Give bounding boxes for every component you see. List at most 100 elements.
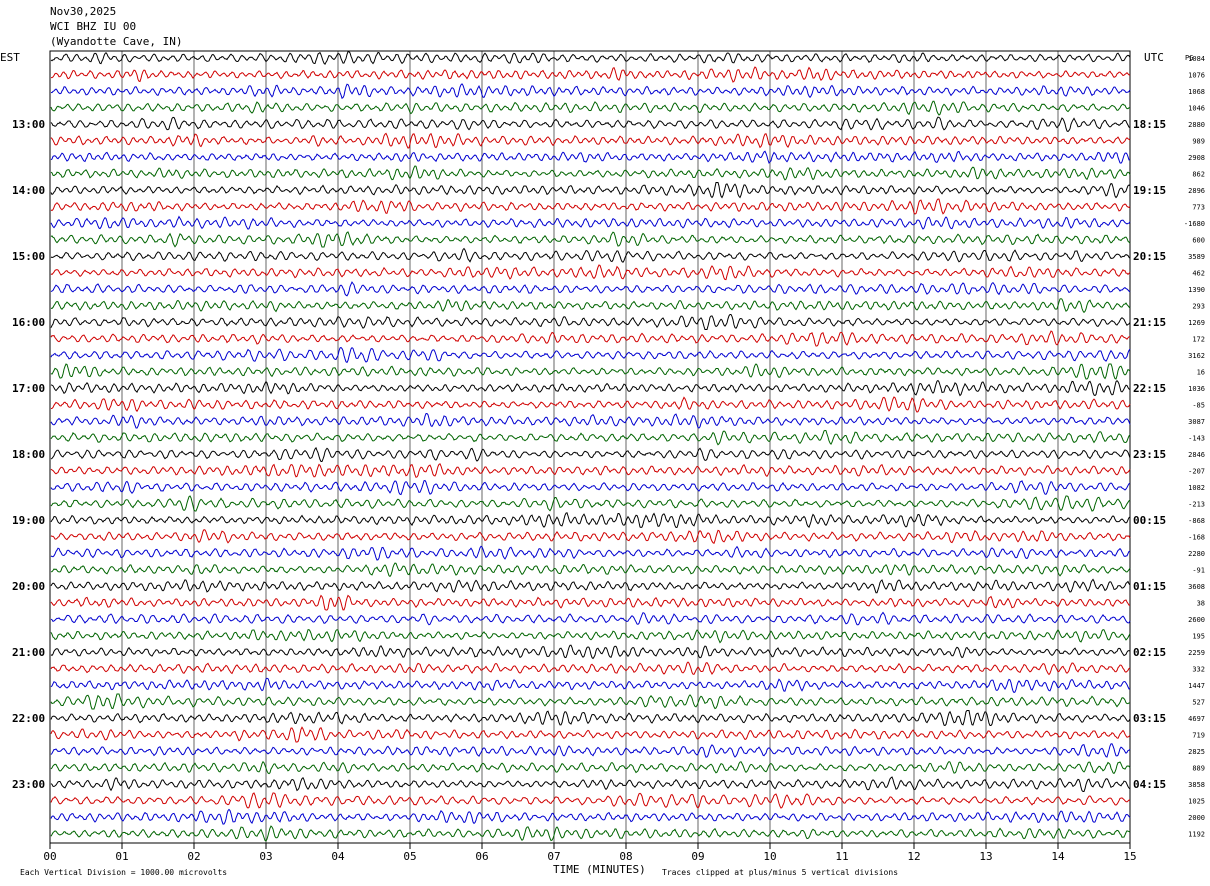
- trace-offset-label: 293: [1192, 303, 1205, 311]
- trace-offset-label: 332: [1192, 666, 1205, 674]
- x-tick-label: 00: [43, 850, 56, 863]
- trace-offset-label: 2000: [1188, 814, 1205, 822]
- seismic-trace: [50, 298, 1131, 314]
- seismic-trace: [50, 100, 1130, 116]
- trace-offset-label: 862: [1192, 171, 1205, 179]
- seismic-trace: [50, 677, 1131, 694]
- trace-offset-label: 1076: [1188, 72, 1205, 80]
- seismic-trace: [50, 150, 1131, 164]
- trace-offset-label: -868: [1188, 517, 1205, 525]
- seismic-trace: [50, 825, 1131, 842]
- trace-offset-label: 1390: [1188, 286, 1205, 294]
- right-hour-label: 21:15: [1133, 316, 1166, 329]
- trace-offset-label: -213: [1188, 501, 1205, 509]
- x-tick-label: 02: [187, 850, 200, 863]
- seismic-trace: [50, 363, 1131, 380]
- right-hour-label: 01:15: [1133, 580, 1166, 593]
- seismic-trace: [50, 198, 1131, 215]
- seismic-trace: [50, 512, 1131, 529]
- trace-offset-label: 2880: [1188, 121, 1205, 129]
- seismic-trace: [50, 412, 1131, 429]
- trace-offset-label: 16: [1197, 369, 1205, 377]
- seismic-trace: [50, 446, 1131, 462]
- trace-offset-label: 1192: [1188, 831, 1205, 839]
- trace-offset-label: 38: [1197, 600, 1205, 608]
- trace-offset-label: 1082: [1188, 484, 1205, 492]
- seismic-trace: [50, 264, 1131, 281]
- x-tick-label: 15: [1123, 850, 1136, 863]
- x-tick-label: 10: [763, 850, 776, 863]
- seismic-trace: [50, 379, 1131, 397]
- trace-offset-label: 600: [1192, 237, 1205, 245]
- trace-offset-label: 195: [1192, 633, 1205, 641]
- seismic-trace: [50, 116, 1131, 133]
- trace-offset-label: 2896: [1188, 187, 1205, 195]
- seismic-trace: [50, 231, 1131, 248]
- trace-offset-label: 719: [1192, 732, 1205, 740]
- station-code: WCI BHZ IU 00: [50, 20, 137, 33]
- left-hour-label: 13:00: [12, 118, 45, 131]
- trace-offset-label: 1036: [1188, 385, 1205, 393]
- right-hour-label: 03:15: [1133, 712, 1166, 725]
- seismic-trace: [50, 644, 1131, 660]
- scale-note: Each Vertical Division = 1000.00 microvo…: [20, 868, 228, 877]
- x-tick-label: 09: [691, 850, 704, 863]
- trace-offset-label: -1680: [1184, 220, 1205, 228]
- x-axis-title: TIME (MINUTES): [553, 863, 646, 876]
- seismic-trace: [50, 594, 1130, 611]
- x-tick-label: 07: [547, 850, 560, 863]
- seismic-trace: [50, 661, 1131, 676]
- right-hour-label: 19:15: [1133, 184, 1166, 197]
- trace-offset-label: 989: [1192, 138, 1205, 146]
- plot-frame: [49, 50, 1131, 844]
- trace-offset-label: 4697: [1188, 715, 1205, 723]
- trace-offset-label: -207: [1188, 468, 1205, 476]
- left-hour-label: 22:00: [12, 712, 45, 725]
- x-tick-label: 08: [619, 850, 632, 863]
- right-hour-label: 02:15: [1133, 646, 1166, 659]
- x-tick-label: 12: [907, 850, 920, 863]
- trace-offset-label: 1068: [1188, 88, 1205, 96]
- trace-offset-label: 3087: [1188, 418, 1205, 426]
- seismic-trace: [50, 479, 1131, 496]
- seismic-trace: [50, 760, 1131, 775]
- trace-offset-label: -143: [1188, 435, 1205, 443]
- seismic-trace: [51, 66, 1131, 83]
- seismic-trace: [50, 792, 1131, 809]
- trace-offset-label: -85: [1192, 402, 1205, 410]
- seismic-trace: [50, 314, 1131, 330]
- seismic-trace: [50, 529, 1131, 545]
- seismic-trace: [50, 545, 1131, 561]
- seismic-trace: [50, 726, 1131, 743]
- clip-note: Traces clipped at plus/minus 5 vertical …: [662, 868, 899, 877]
- trace-offset-label: 462: [1192, 270, 1205, 278]
- trace-offset-label: 3162: [1188, 352, 1205, 360]
- seismic-trace: [50, 132, 1131, 149]
- seismic-trace: [50, 330, 1131, 347]
- seismic-trace: [50, 429, 1131, 446]
- x-tick-label: 05: [403, 850, 416, 863]
- seismic-trace: [50, 281, 1131, 297]
- left-hour-label: 17:00: [12, 382, 45, 395]
- x-tick-label: 11: [835, 850, 848, 863]
- right-axis-label: UTC: [1144, 51, 1164, 64]
- seismic-trace: [50, 83, 1131, 99]
- trace-offset-label: 1084: [1188, 55, 1205, 63]
- seismic-trace: [50, 51, 1131, 66]
- trace-offset-label: 527: [1192, 699, 1205, 707]
- trace-offset-label: 889: [1192, 765, 1205, 773]
- trace-offset-label: 1025: [1188, 798, 1205, 806]
- x-tick-label: 13: [979, 850, 992, 863]
- seismic-trace: [50, 578, 1131, 594]
- right-hour-label: 22:15: [1133, 382, 1166, 395]
- seismic-trace: [50, 743, 1131, 758]
- left-axis-label: EST: [0, 51, 20, 64]
- seismic-trace: [50, 629, 1131, 644]
- trace-offset-label: 3608: [1188, 583, 1205, 591]
- left-hour-label: 14:00: [12, 184, 45, 197]
- trace-offset-label: 2825: [1188, 748, 1205, 756]
- right-corner-label: PG: [1185, 54, 1193, 62]
- seismic-trace: [50, 776, 1131, 792]
- trace-offset-label: 2259: [1188, 649, 1205, 657]
- seismic-trace: [50, 710, 1131, 727]
